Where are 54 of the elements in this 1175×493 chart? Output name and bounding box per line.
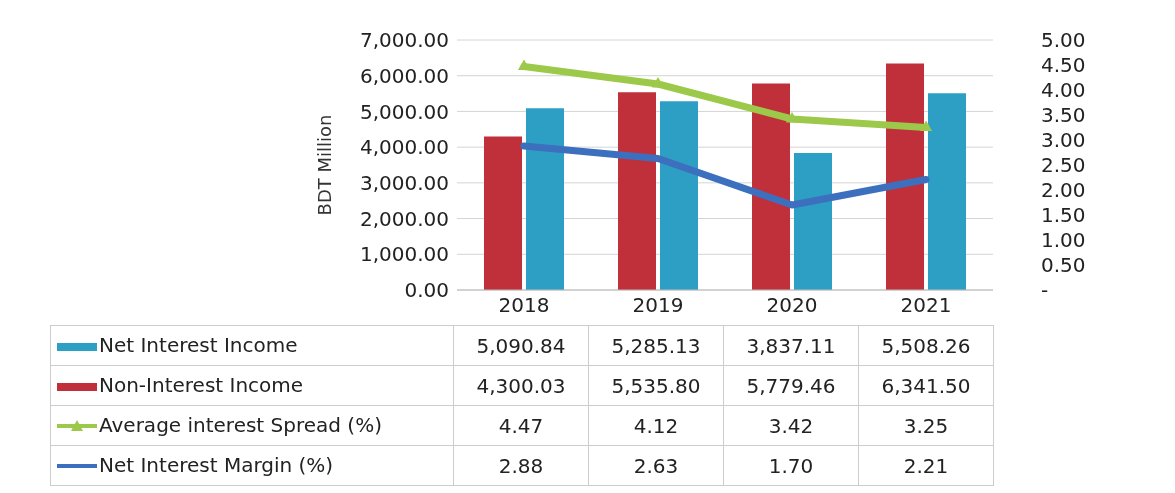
y2-tick-label: 3.00 xyxy=(1041,128,1086,153)
bar xyxy=(886,63,924,290)
y2-tick-label: 5.00 xyxy=(1041,28,1086,53)
legend-label: Net Interest Income xyxy=(99,332,298,357)
y2-tick-label: 1.00 xyxy=(1041,228,1086,253)
data-label: 2.63 xyxy=(588,445,724,486)
x-tick-label: 2018 xyxy=(498,293,550,318)
legend-label: Average interest Spread (%) xyxy=(99,412,382,437)
data-label: 5,779.46 xyxy=(723,365,859,406)
y-tick-label: 3,000.00 xyxy=(359,170,449,195)
legend-label: Net Interest Margin (%) xyxy=(99,452,334,477)
y2-tick-label: 4.00 xyxy=(1041,78,1086,103)
data-label: 5,508.26 xyxy=(858,325,994,366)
x-tick-label: 2021 xyxy=(900,293,952,318)
data-label: 4.12 xyxy=(588,405,724,446)
data-label: 6,341.50 xyxy=(858,365,994,406)
data-label: 3,837.11 xyxy=(723,325,859,366)
bar xyxy=(526,108,564,290)
x-tick-label: 2020 xyxy=(766,293,818,318)
bar xyxy=(752,83,790,290)
y-tick-label: 6,000.00 xyxy=(359,63,449,88)
data-label: 2.21 xyxy=(858,445,994,486)
data-label: 4,300.03 xyxy=(453,365,589,406)
y2-tick-label: 2.00 xyxy=(1041,178,1086,203)
y2-tick-label: - xyxy=(1041,278,1049,303)
data-label: 3.25 xyxy=(858,405,994,446)
data-label: 3.42 xyxy=(723,405,859,446)
legend-label: Non-Interest Income xyxy=(99,372,304,397)
y-axis-title: BDT Million xyxy=(314,114,336,216)
y2-tick-label: 1.50 xyxy=(1041,203,1086,228)
bar xyxy=(794,152,832,290)
y2-tick-label: 3.50 xyxy=(1041,103,1086,128)
data-label: 4.47 xyxy=(453,405,589,446)
bar xyxy=(618,92,656,290)
y2-tick-label: 4.50 xyxy=(1041,53,1086,78)
y-tick-label: 5,000.00 xyxy=(359,99,449,124)
y-tick-label: 1,000.00 xyxy=(359,242,449,267)
data-label: 5,090.84 xyxy=(453,325,589,366)
data-label: 2.88 xyxy=(453,445,589,486)
bar xyxy=(484,136,522,290)
y-tick-label: 4,000.00 xyxy=(359,135,449,160)
y2-tick-label: 2.50 xyxy=(1041,153,1086,178)
point xyxy=(785,111,799,123)
y2-tick-label: 0.50 xyxy=(1041,253,1086,278)
bar xyxy=(660,101,698,290)
point xyxy=(919,120,933,132)
x-tick-label: 2019 xyxy=(632,293,684,318)
y-tick-label: 0.00 xyxy=(404,278,449,303)
bar xyxy=(928,93,966,290)
y-tick-label: 2,000.00 xyxy=(359,206,449,231)
data-label: 5,535.80 xyxy=(588,365,724,406)
data-label: 5,285.13 xyxy=(588,325,724,366)
y-tick-label: 7,000.00 xyxy=(359,28,449,53)
data-label: 1.70 xyxy=(723,445,859,486)
